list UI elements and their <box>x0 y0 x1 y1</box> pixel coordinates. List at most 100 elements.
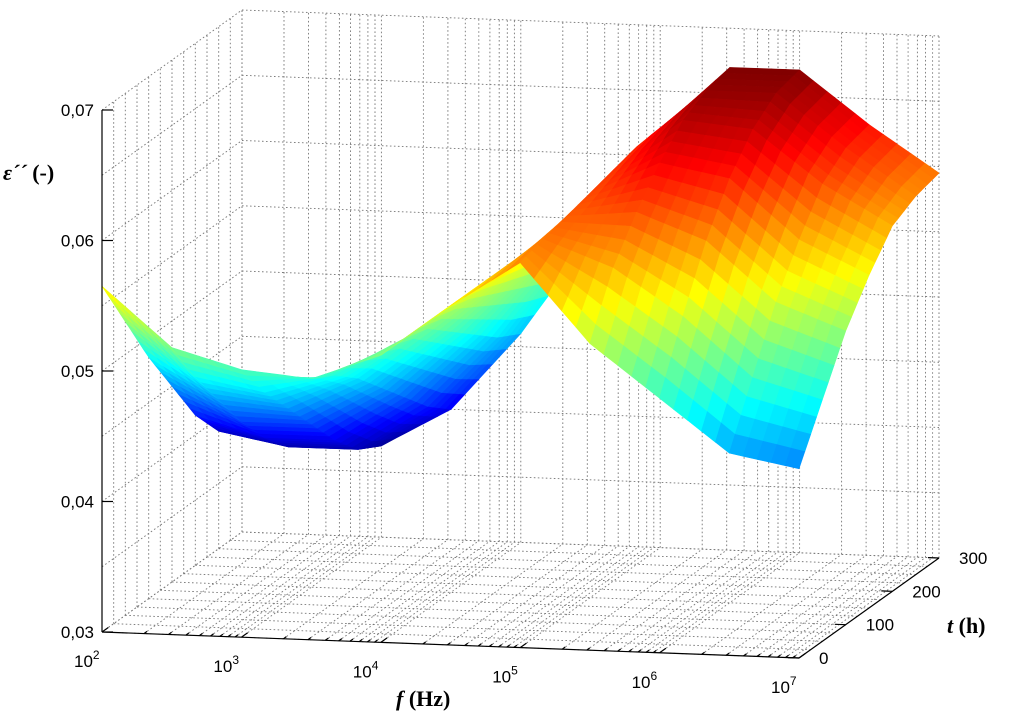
surface-patch <box>784 447 806 470</box>
x-minor-tick <box>349 638 354 642</box>
x-minor-tick <box>324 637 329 641</box>
x-minor-tick <box>743 653 747 657</box>
x-major-tick <box>380 637 388 643</box>
x-tick-exponent: 3 <box>232 653 239 667</box>
y-tick-label: 0 <box>819 649 828 668</box>
x-minor-tick <box>143 630 148 635</box>
z-tick-label: 0,03 <box>61 623 94 642</box>
surface-patch <box>107 294 128 316</box>
x-minor-tick <box>219 633 224 637</box>
grid-line <box>101 401 243 502</box>
x-minor-tick <box>603 648 608 652</box>
grid-line <box>101 335 243 437</box>
grid-line <box>325 539 466 641</box>
grid-line <box>652 552 794 653</box>
z-tick-label: 0,04 <box>61 493 94 512</box>
surface-patch <box>101 285 123 308</box>
grid-line <box>206 556 905 584</box>
grid-line <box>219 536 361 637</box>
x-tick-base: 10 <box>74 652 93 671</box>
grid-line <box>143 533 285 634</box>
z-axis-title: ε´´ (-) <box>3 160 54 185</box>
y-tick-label: 100 <box>866 616 894 635</box>
grid-line <box>113 623 811 651</box>
x-minor-tick <box>374 639 378 643</box>
grid-line <box>380 542 522 643</box>
x-minor-tick <box>210 633 214 637</box>
grid-line <box>227 536 369 638</box>
x-minor-tick <box>199 632 203 637</box>
grid-line <box>241 466 940 494</box>
x-minor-tick <box>725 652 730 656</box>
x-axis-title: f (Hz) <box>396 686 450 711</box>
x-minor-tick <box>637 649 642 653</box>
grid-line <box>136 606 835 634</box>
grid-line <box>519 547 661 648</box>
grid-line <box>101 270 243 372</box>
x-tick-exponent: 5 <box>511 664 518 678</box>
grid-line <box>307 539 449 641</box>
x-minor-tick <box>168 631 172 635</box>
grid-line <box>777 556 918 658</box>
grid-line <box>101 466 243 568</box>
x-tick-exponent: 4 <box>372 658 379 672</box>
grid-line <box>489 546 630 647</box>
grid-line <box>101 205 243 307</box>
x-minor-tick <box>446 642 451 646</box>
y-axis-title-symbol: t <box>947 613 954 638</box>
grid-line <box>125 614 823 642</box>
y-axis-line <box>798 557 940 659</box>
grid-line <box>101 74 243 176</box>
x-minor-tick <box>777 654 781 658</box>
grid-line <box>756 556 898 657</box>
labels-layer: ε´´ (-) f (Hz) t (h) 1021031041051061070… <box>3 101 987 711</box>
grid-line <box>792 557 933 659</box>
x-tick-exponent: 2 <box>93 648 100 662</box>
x-tick-base: 10 <box>771 678 790 697</box>
x-major-tick <box>659 647 667 654</box>
x-tick-label: 105 <box>492 664 518 687</box>
grid-line <box>195 564 893 592</box>
grid-line <box>230 539 928 567</box>
y-axis-title-unit: (h) <box>953 613 985 638</box>
grid-line <box>659 552 800 654</box>
z-tick-label: 0,07 <box>61 101 94 120</box>
x-minor-tick <box>513 644 518 648</box>
x-minor-tick <box>464 642 469 646</box>
grid-line <box>743 555 884 657</box>
x-minor-tick <box>652 649 657 654</box>
x-axis-line <box>101 631 800 659</box>
z-axis-title-symbol: ε´´ <box>3 160 27 185</box>
x-tick-base: 10 <box>632 673 651 692</box>
x-minor-tick <box>767 654 772 658</box>
x-minor-tick <box>498 644 503 648</box>
x-tick-base: 10 <box>353 662 372 681</box>
x-minor-tick <box>488 643 493 647</box>
x-minor-tick <box>477 643 482 647</box>
x-axis-title-symbol: f <box>396 686 406 711</box>
x-minor-tick <box>227 634 232 638</box>
x-major-tick <box>519 642 527 649</box>
grid-line <box>101 9 243 111</box>
x-minor-tick <box>785 654 789 658</box>
x-tick-label: 106 <box>632 669 658 692</box>
x-major-tick <box>101 627 109 633</box>
x-minor-tick <box>645 649 650 653</box>
x-tick-exponent: 7 <box>790 674 797 688</box>
x-minor-tick <box>586 647 591 651</box>
z-axis-title-unit: (-) <box>27 160 54 185</box>
x-major-tick <box>798 653 806 659</box>
x-minor-tick <box>561 646 566 650</box>
x-axis-title-unit: (Hz) <box>403 686 450 711</box>
z-tick-label: 0,05 <box>61 362 94 381</box>
grid-line <box>767 556 909 658</box>
grid-line <box>218 548 916 576</box>
x-minor-tick <box>185 632 190 636</box>
x-tick-base: 10 <box>213 657 232 676</box>
x-minor-tick <box>617 648 622 652</box>
grid-line <box>628 551 769 652</box>
grid-line <box>101 140 243 241</box>
grid-line <box>464 545 605 646</box>
x-minor-tick <box>358 638 363 643</box>
x-minor-tick <box>234 634 239 638</box>
